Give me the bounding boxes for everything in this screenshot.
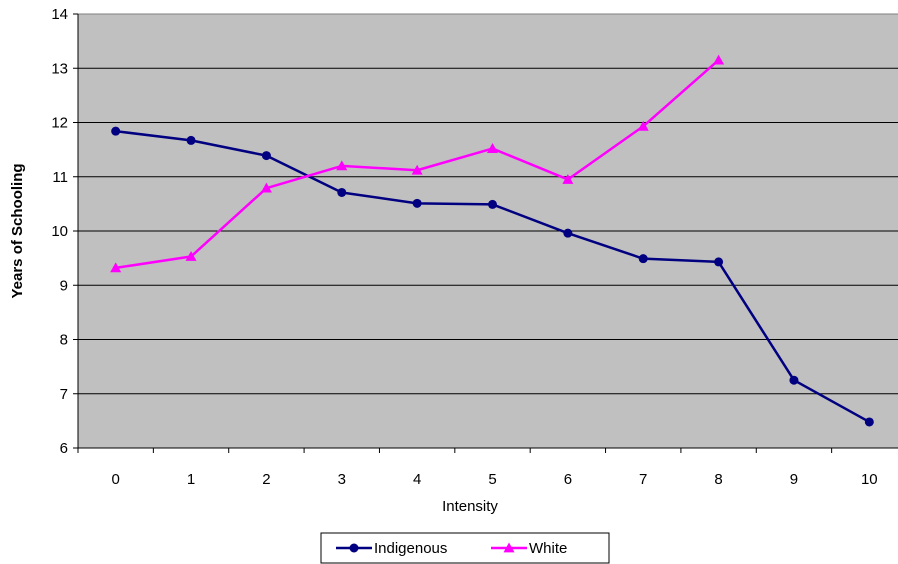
y-tick-label: 11 (52, 169, 68, 186)
data-point (789, 375, 799, 385)
x-tick-label: 6 (564, 471, 572, 488)
x-tick-label: 10 (861, 471, 878, 488)
x-tick-label: 2 (262, 471, 270, 488)
data-point (261, 151, 271, 161)
legend-item-white: White (491, 540, 567, 557)
legend-item-indigenous: Indigenous (336, 540, 447, 557)
data-point (412, 198, 422, 208)
y-tick-label: 13 (51, 60, 68, 77)
legend-marker (349, 543, 359, 553)
y-tick-label: 8 (60, 332, 68, 349)
legend: Indigenous White (320, 532, 610, 564)
legend-label: Indigenous (374, 540, 447, 557)
data-point (110, 262, 122, 273)
data-point (260, 182, 272, 193)
x-tick-label: 0 (112, 471, 120, 488)
y-axis: 6 7 8 9 10 11 12 13 14 (51, 6, 79, 457)
series-indigenous (111, 126, 874, 427)
x-axis-title: Intensity (442, 498, 498, 515)
legend-marker (503, 542, 515, 553)
y-tick-label: 10 (51, 223, 68, 240)
data-point (186, 135, 196, 145)
data-point (185, 250, 197, 261)
data-point (411, 164, 423, 175)
y-tick-label: 6 (60, 440, 68, 457)
data-point (637, 120, 649, 131)
data-point (638, 254, 648, 264)
x-tick-label: 3 (338, 471, 346, 488)
data-point (562, 173, 574, 184)
x-tick-label: 5 (488, 471, 496, 488)
data-point (713, 54, 725, 65)
x-tick-label: 8 (714, 471, 722, 488)
x-axis: 0 1 2 3 4 5 6 7 8 9 10 (77, 447, 898, 488)
y-tick-label: 12 (51, 115, 68, 132)
data-point (714, 257, 724, 267)
data-point (487, 143, 498, 153)
x-tick-label: 9 (790, 471, 798, 488)
data-point (336, 160, 348, 171)
data-point (563, 228, 573, 238)
y-tick-label: 9 (60, 277, 68, 294)
x-tick-label: 1 (187, 471, 195, 488)
series-white (110, 54, 725, 273)
x-tick-label: 4 (413, 471, 421, 488)
data-point (864, 417, 874, 427)
series-group (110, 54, 874, 427)
data-point (337, 187, 347, 197)
y-axis-title: Years of Schooling (9, 163, 26, 298)
x-tick-label: 7 (639, 471, 647, 488)
legend-label: White (529, 540, 567, 557)
data-point (111, 126, 121, 136)
y-tick-label: 7 (60, 386, 68, 403)
y-tick-label: 14 (51, 6, 68, 23)
data-point (488, 199, 497, 209)
